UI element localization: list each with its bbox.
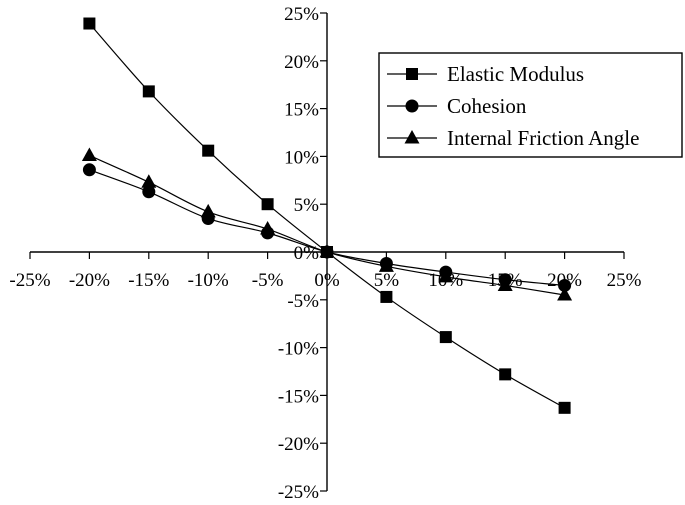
data-point-internal-friction-angle bbox=[378, 258, 394, 272]
data-point-internal-friction-angle bbox=[497, 277, 513, 291]
y-tick-label: 25% bbox=[284, 4, 319, 25]
legend-label-cohesion: Cohesion bbox=[447, 94, 527, 118]
data-point-cohesion bbox=[82, 163, 96, 177]
data-point-internal-friction-angle bbox=[141, 174, 157, 188]
data-point-internal-friction-angle bbox=[557, 287, 573, 301]
y-tick-label: -10% bbox=[278, 339, 319, 360]
x-tick-label: 5% bbox=[374, 270, 400, 291]
y-tick-label: -20% bbox=[278, 434, 319, 455]
data-point-internal-friction-angle bbox=[260, 221, 276, 235]
y-tick-label: 10% bbox=[284, 147, 319, 168]
y-tick-label: 20% bbox=[284, 52, 319, 73]
data-point-internal-friction-angle bbox=[438, 268, 454, 283]
y-tick-label: -25% bbox=[278, 482, 319, 503]
data-point-elastic-modulus bbox=[558, 401, 571, 414]
data-point-elastic-modulus bbox=[202, 144, 215, 157]
series-layer bbox=[81, 17, 573, 414]
data-point-elastic-modulus bbox=[499, 368, 512, 381]
y-tick-label: 15% bbox=[284, 100, 319, 121]
legend-label-internal-friction-angle: Internal Friction Angle bbox=[447, 126, 639, 150]
legend-marker-elastic-modulus bbox=[406, 68, 418, 80]
x-tick-label: -25% bbox=[9, 270, 50, 291]
x-tick-label: -5% bbox=[252, 270, 284, 291]
legend-marker-cohesion bbox=[405, 99, 419, 113]
data-point-elastic-modulus bbox=[380, 290, 393, 303]
data-point-elastic-modulus bbox=[261, 198, 274, 211]
x-tick-label: -20% bbox=[69, 270, 110, 291]
x-tick-label: 25% bbox=[607, 270, 642, 291]
legend-box bbox=[378, 52, 683, 158]
legend-marker-internal-friction-angle bbox=[404, 130, 420, 144]
data-point-cohesion bbox=[142, 185, 156, 199]
data-point-elastic-modulus bbox=[439, 331, 452, 344]
series-internal-friction-angle bbox=[81, 147, 573, 301]
data-point-elastic-modulus bbox=[142, 85, 155, 98]
data-point-internal-friction-angle bbox=[81, 147, 97, 161]
x-tick-label: -15% bbox=[128, 270, 169, 291]
legend: Elastic Modulus Cohesion Internal Friction… bbox=[378, 52, 683, 158]
y-tick-label: -5% bbox=[287, 291, 319, 312]
y-tick-label: 5% bbox=[294, 195, 320, 216]
x-tick-label: -10% bbox=[188, 270, 229, 291]
data-point-internal-friction-angle bbox=[200, 203, 216, 218]
data-point-internal-friction-angle bbox=[319, 244, 335, 258]
data-point-cohesion bbox=[558, 278, 572, 292]
legend-label-elastic-modulus: Elastic Modulus bbox=[447, 62, 584, 86]
y-tick-label: -15% bbox=[278, 386, 319, 407]
data-point-elastic-modulus bbox=[83, 17, 96, 30]
x-tick-label: 0% bbox=[314, 270, 340, 291]
